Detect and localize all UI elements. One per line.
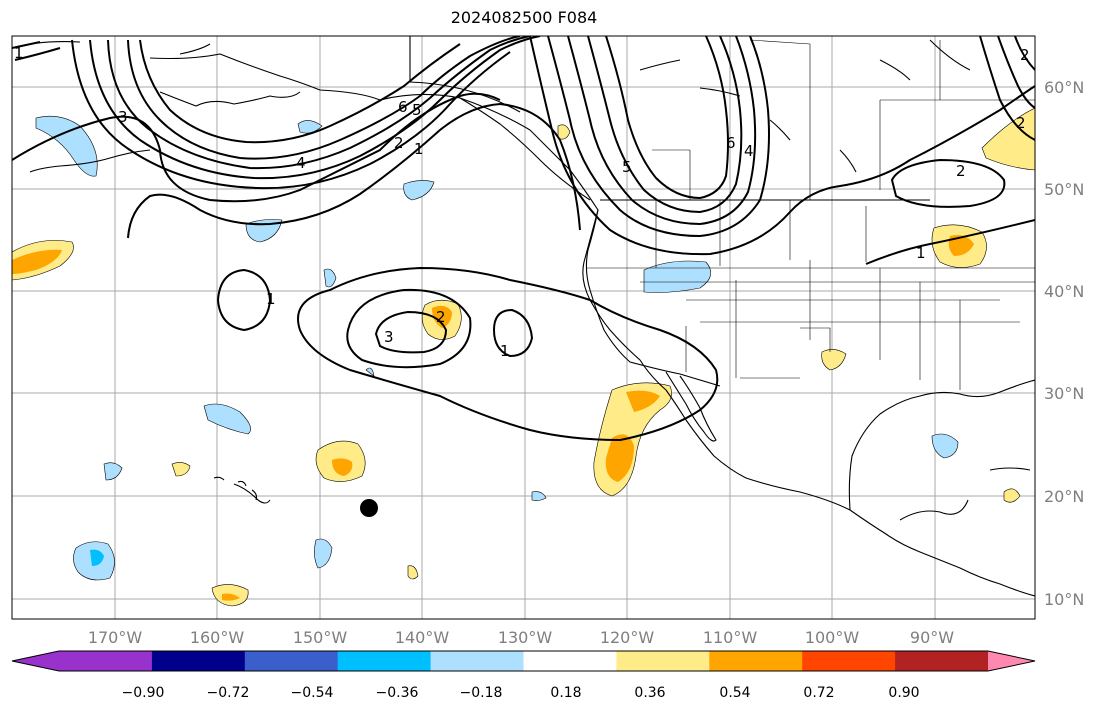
longitude-labels: 170°W 160°W 150°W 140°W 130°W 120°W 110°…	[88, 628, 954, 647]
lon-label: 140°W	[395, 628, 450, 647]
state-borders	[586, 39, 1035, 390]
colorbar-segment	[523, 651, 617, 671]
lon-label: 160°W	[190, 628, 245, 647]
colorbar-segment	[244, 651, 339, 671]
colorbar-tick-label: −0.36	[376, 685, 419, 701]
contour-label: 4	[296, 154, 306, 172]
colorbar-tick-label: 0.72	[803, 685, 834, 701]
lat-label: 40°N	[1044, 282, 1084, 301]
lat-label: 60°N	[1044, 78, 1084, 97]
colorbar-tick-label: −0.72	[207, 685, 250, 701]
lon-label: 170°W	[88, 628, 143, 647]
colorbar-segment	[337, 651, 432, 671]
colorbar-labels: −0.90 −0.72 −0.54 −0.36 −0.18 0.18 0.36 …	[122, 685, 920, 701]
colorbar-extend-high	[988, 651, 1035, 671]
colorbar-tick-label: 0.54	[719, 685, 750, 701]
contour-label: 1	[414, 140, 424, 158]
lat-label: 30°N	[1044, 384, 1084, 403]
map-title: 2024082500 F084	[450, 8, 598, 27]
contour-label: 1	[916, 244, 926, 262]
colorbar-segment	[802, 651, 896, 671]
coastlines	[12, 36, 1035, 597]
contour-label: 2	[1016, 114, 1026, 132]
colorbar-tick-label: −0.54	[291, 685, 334, 701]
lat-label: 50°N	[1044, 180, 1084, 199]
colorbar-segment	[59, 651, 153, 671]
colorbar-segment	[430, 651, 524, 671]
lon-label: 110°W	[703, 628, 758, 647]
contour-label: 5	[622, 158, 632, 176]
colorbar-segment	[895, 651, 989, 671]
contour-label: 1	[14, 44, 24, 62]
lat-label: 20°N	[1044, 487, 1084, 506]
contour-label: 5	[412, 101, 422, 119]
colorbar-extend-low	[12, 651, 59, 671]
colorbar-tick-label: 0.36	[634, 685, 665, 701]
map-frame	[11, 35, 1036, 620]
contour-labels: 6 5 4 3 2 1 2 1 1 2 3 2 1 1 5 4 6 2 2 1	[14, 44, 1030, 360]
contour-label: 1	[266, 290, 276, 308]
contour-label: 6	[726, 134, 736, 152]
lat-label: 10°N	[1044, 590, 1084, 609]
contour-label: 2	[1020, 46, 1030, 64]
map-panel: 6 5 4 3 2 1 2 1 1 2 3 2 1 1 5 4 6 2 2 1	[12, 36, 1035, 619]
lon-label: 150°W	[293, 628, 348, 647]
storm-center-marker	[360, 499, 378, 517]
lon-label: 90°W	[910, 628, 954, 647]
colorbar-segment	[151, 651, 246, 671]
contour-label: 2	[394, 134, 404, 152]
contour-label: 2	[436, 308, 446, 326]
colorbar-segment	[709, 651, 803, 671]
lon-label: 130°W	[498, 628, 553, 647]
latitude-labels: 60°N 50°N 40°N 30°N 20°N 10°N	[1044, 78, 1084, 609]
contour-label: 1	[500, 342, 510, 360]
colorbar	[11, 650, 1036, 672]
colorbar-tick-label: 0.18	[550, 685, 581, 701]
contour-label: 3	[118, 108, 128, 126]
contour-label: 3	[384, 328, 394, 346]
colorbar-tick-label: −0.18	[460, 685, 503, 701]
contour-label: 2	[956, 162, 966, 180]
shaded-anomalies	[12, 107, 1035, 607]
colorbar-outline	[11, 650, 1036, 672]
contours	[12, 36, 1035, 442]
lon-label: 100°W	[805, 628, 860, 647]
lon-label: 120°W	[600, 628, 655, 647]
contour-label: 6	[398, 98, 408, 116]
gridlines	[12, 36, 1035, 619]
colorbar-tick-label: −0.90	[122, 685, 165, 701]
colorbar-segment	[616, 651, 710, 671]
colorbar-tick-label: 0.90	[888, 685, 919, 701]
contour-label: 4	[744, 142, 754, 160]
